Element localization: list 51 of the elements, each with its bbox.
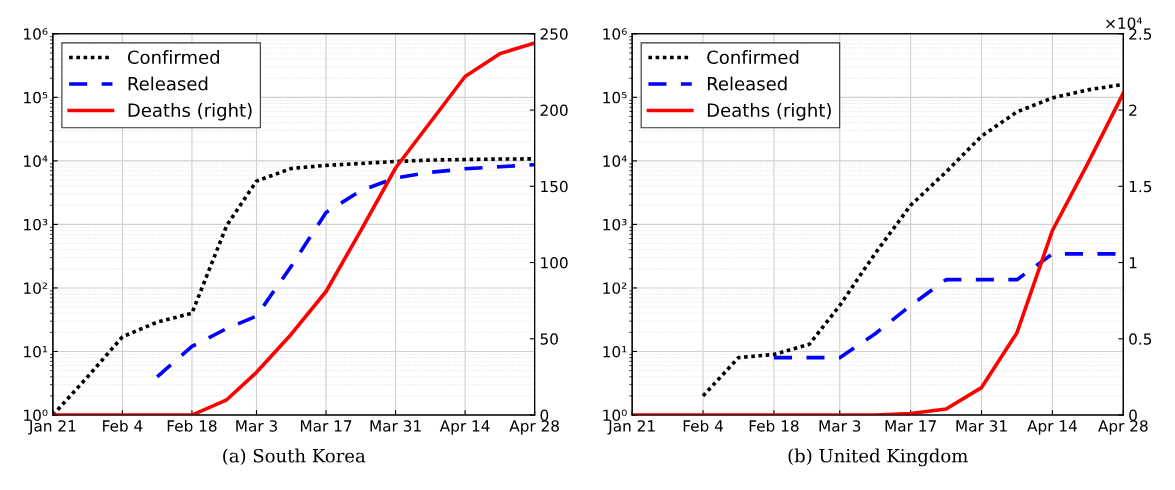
y-tick-label: 10³ (603, 218, 627, 231)
x-tick-label: Jan 21 (607, 420, 655, 435)
y2-tick-label: 0 (1129, 409, 1137, 422)
y-tick-label: 10⁶ (603, 28, 627, 40)
x-tick-label: Apr 28 (509, 420, 559, 435)
x-tick-label: Feb 4 (683, 419, 723, 432)
legend-label: Confirmed (707, 50, 799, 65)
x-tick-label: Apr 14 (1027, 420, 1077, 435)
y2-tick-label: 2.5 (1129, 28, 1152, 40)
y2-tick-label: 0.5 (1129, 333, 1152, 345)
legend-label: Released (128, 76, 208, 91)
y2-tick-label: 100 (541, 257, 568, 269)
x-tick-label: Feb 4 (103, 419, 143, 432)
y2-tick-label: 2 (1129, 104, 1137, 116)
y2-tick-label: 0 (540, 409, 549, 422)
text: ×10⁴ (1106, 17, 1142, 29)
x-tick-label: Feb 18 (167, 419, 217, 432)
y-tick-label: 10⁰ (603, 409, 627, 422)
y2-tick-label: 250 (540, 28, 568, 40)
legend-label: Deaths (right) (707, 103, 831, 121)
y2-tick-label: 50 (540, 333, 558, 345)
x-tick-label: Apr 14 (439, 420, 490, 435)
y-tick-label: 10² (603, 282, 627, 294)
y-tick-label: 10⁴ (24, 155, 48, 167)
x-tick-label: Mar 17 (300, 420, 352, 432)
y2-tick-label: 1.5 (1129, 180, 1152, 193)
x-tick-label: Jan 21 (28, 420, 76, 435)
y2-tick-label: 200 (540, 104, 568, 117)
x-tick-label: Mar 3 (236, 420, 277, 432)
y-tick-label: 10² (24, 282, 48, 294)
y-tick-label: 10⁵ (24, 91, 48, 104)
x-axis-title: (b) United Kingdom (788, 448, 968, 467)
y-tick-label: 10⁶ (24, 28, 48, 40)
legend-label: Deaths (right) (128, 103, 252, 121)
y-tick-label: 10¹ (24, 345, 48, 358)
y-tick-label: 10⁵ (603, 91, 627, 104)
y2-tick-label: 150 (541, 180, 568, 193)
x-tick-label: Mar 3 (819, 420, 861, 432)
x-tick-label: Mar 17 (885, 420, 936, 432)
y-tick-label: 10¹ (603, 345, 627, 358)
x-tick-label: Feb 18 (749, 419, 799, 432)
x-tick-label: Mar 31 (370, 420, 421, 432)
y-tick-label: 10⁴ (603, 155, 627, 167)
legend-label: Released (707, 76, 787, 91)
x-axis-title: (a) South Korea (223, 448, 366, 466)
x-tick-label: Apr 28 (1098, 420, 1148, 435)
legend-label: Confirmed (127, 50, 219, 65)
y2-tick-label: 1 (1129, 257, 1137, 269)
y-tick-label: 10⁰ (24, 409, 48, 422)
y-tick-label: 10³ (24, 218, 48, 231)
x-tick-label: Mar 31 (956, 420, 1007, 432)
